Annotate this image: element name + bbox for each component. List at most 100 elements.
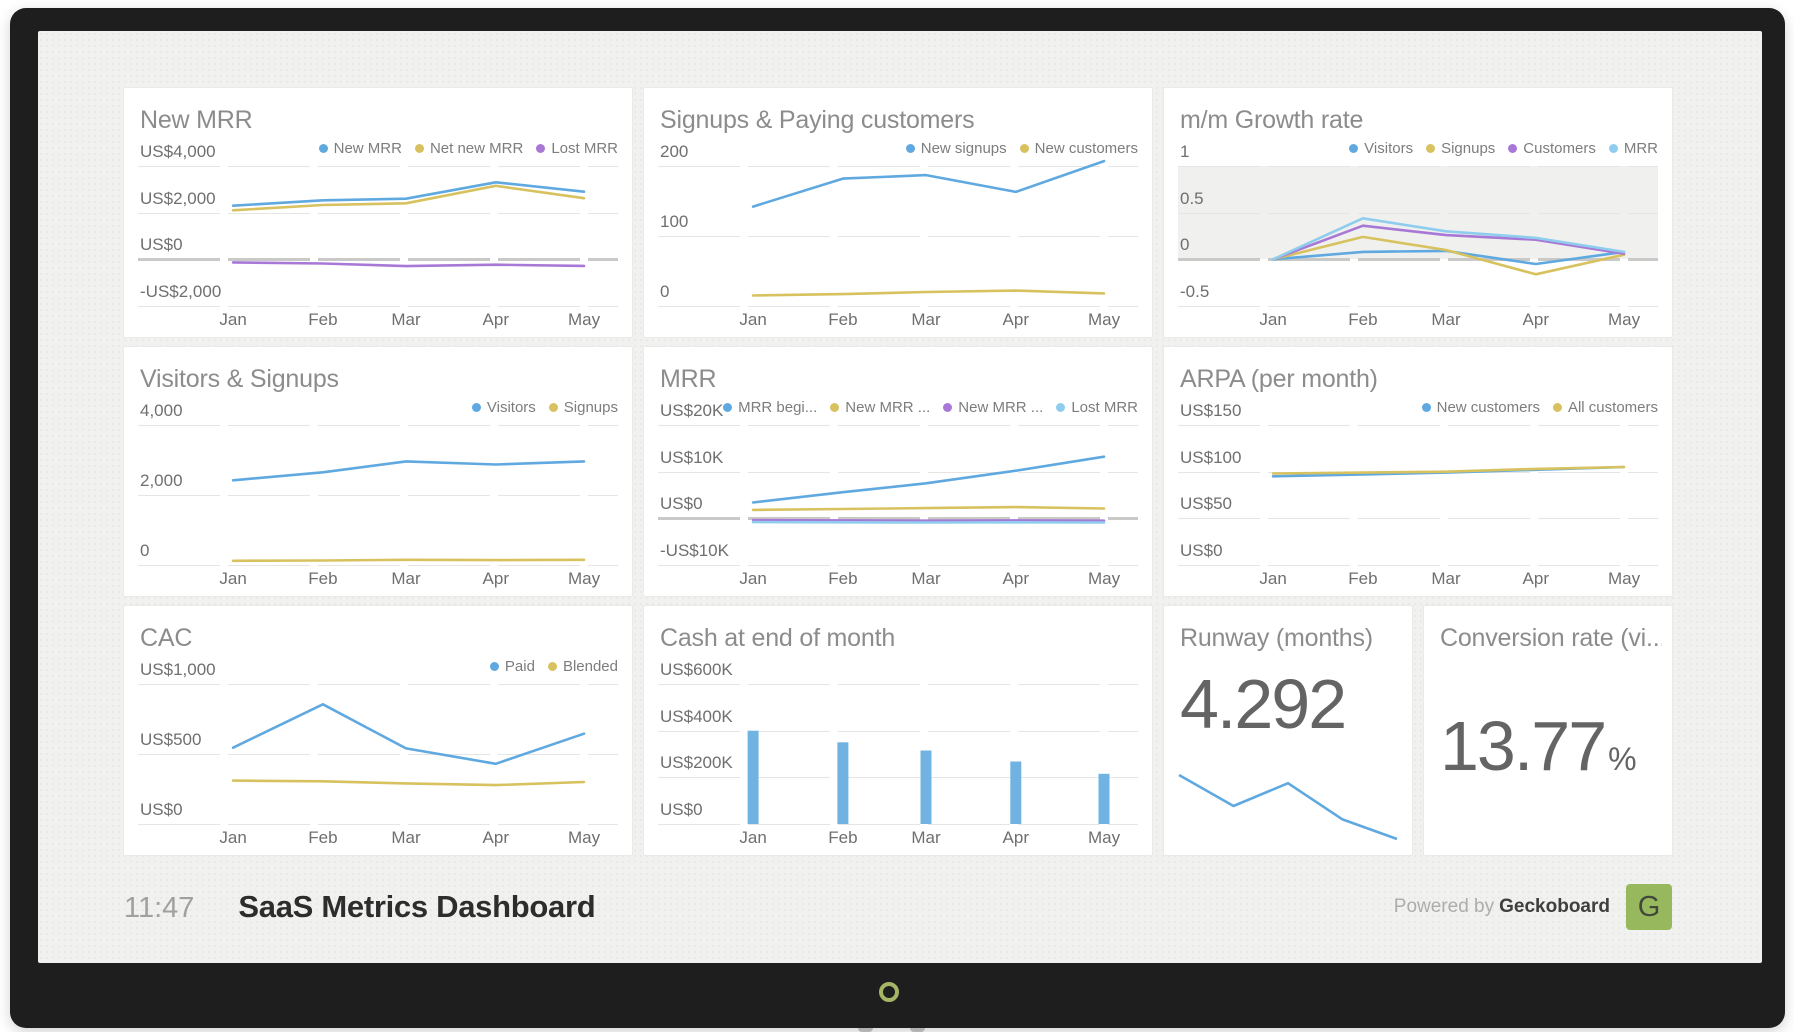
- gridline: [138, 212, 618, 214]
- line-plot: [751, 159, 1106, 297]
- tile-cac: CAC US$1,000 US$500 US$0 Jan Feb Mar Apr May Paid…: [123, 605, 633, 856]
- legend-item: Customers: [1508, 140, 1596, 157]
- legend-label: New signups: [920, 140, 1007, 157]
- series-line: [231, 558, 586, 563]
- series-line: [1271, 249, 1626, 266]
- x-axis-label: Apr: [1002, 310, 1030, 329]
- legend-item: New signups: [905, 140, 1007, 157]
- x-axis-label: Feb: [1348, 569, 1378, 588]
- legend-item: Signups: [548, 399, 618, 416]
- x-axis-label: Apr: [1002, 569, 1030, 588]
- legend-dot-icon: [1508, 144, 1518, 153]
- gridline: [1178, 166, 1658, 167]
- tile-signups-paying-customers: Signups & Paying customers 200 100 0 Jan Feb M…: [643, 87, 1153, 338]
- y-axis-label: 100: [660, 212, 689, 231]
- geckoboard-logo-icon: G: [1626, 884, 1672, 930]
- brand-name: Geckoboard: [1499, 896, 1610, 917]
- y-axis-label: 0: [1180, 235, 1190, 255]
- series-line: [231, 779, 586, 787]
- series-line: [231, 460, 586, 482]
- series-line: [1271, 235, 1626, 276]
- gridline: [1178, 565, 1658, 566]
- y-axis-label: US$400K: [660, 706, 733, 726]
- tile-new-mrr: New MRR US$4,000 US$2,000 US$0 -US$2,000 Jan F…: [123, 87, 633, 338]
- x-axis-label: Feb: [828, 828, 858, 847]
- legend: New customers All customers: [1421, 399, 1658, 416]
- line-plot: [231, 460, 586, 563]
- line-plot: [751, 455, 1106, 524]
- y-axis-label: -US$10K: [660, 541, 729, 560]
- legend-item: New MRR ...: [943, 399, 1043, 416]
- x-axis-label: Feb: [828, 569, 858, 588]
- x-axis-label: Apr: [1002, 828, 1030, 847]
- legend-label: MRR begi...: [738, 399, 818, 416]
- legend-label: New customers: [1436, 399, 1540, 416]
- series-line: [231, 184, 586, 212]
- tile-cash-at-end-of-month: Cash at end of month US$600K US$400K US$200…: [643, 605, 1153, 856]
- legend-dot-icon: [548, 403, 558, 412]
- series-line: [751, 455, 1106, 504]
- tile-title: ARPA (per month): [1180, 365, 1378, 393]
- y-axis-label: US$0: [140, 235, 183, 255]
- footer-right: Powered by Geckoboard G: [1394, 884, 1672, 930]
- legend-item: Net new MRR: [414, 140, 523, 157]
- half-tile-pair: Runway (months) 4.292 Conversion rate (vi…: [1163, 605, 1673, 856]
- gridline: [658, 471, 1138, 473]
- gridline: [658, 425, 1138, 426]
- x-axis-label: Feb: [308, 310, 338, 329]
- metric-number: 4.292: [1180, 665, 1347, 743]
- gridline: [658, 777, 1138, 779]
- x-axis-label: Mar: [911, 310, 941, 329]
- y-axis-label: -US$2,000: [140, 282, 222, 301]
- legend-dot-icon: [723, 403, 733, 412]
- legend-dot-icon: [1426, 144, 1436, 153]
- legend-item: Paid: [489, 658, 535, 675]
- tile-title: Visitors & Signups: [140, 365, 339, 393]
- gridline: [138, 754, 618, 755]
- x-axis-label: May: [1087, 569, 1121, 588]
- tv-frame: New MRR US$4,000 US$2,000 US$0 -US$2,000 Jan F…: [10, 8, 1785, 1028]
- legend-dot-icon: [489, 662, 499, 671]
- y-axis-label: US$0: [660, 494, 703, 514]
- tile-title: New MRR: [140, 106, 253, 134]
- gridline: [658, 684, 1138, 685]
- powered-by-label: Powered by Geckoboard: [1394, 896, 1610, 918]
- legend-dot-icon: [1056, 403, 1066, 412]
- zero-gridline: [658, 517, 1138, 521]
- tile-arpa: ARPA (per month) US$150 US$100 US$50 US$0 Jan…: [1163, 346, 1673, 597]
- line-plot: [1271, 217, 1626, 276]
- series-line: [751, 505, 1106, 512]
- legend: New MRR Net new MRR Lost MRR: [318, 140, 618, 157]
- legend-item: Blended: [547, 658, 618, 675]
- legend-dot-icon: [1349, 144, 1359, 153]
- legend-label: Paid: [504, 658, 535, 675]
- y-axis-label: US$150: [1180, 401, 1242, 420]
- series-line: [231, 261, 586, 268]
- clock: 11:47: [124, 892, 195, 924]
- y-axis-label: US$50: [1180, 494, 1232, 514]
- gridline: [138, 425, 618, 426]
- x-axis-label: Jan: [219, 569, 247, 588]
- spark-line: [1178, 773, 1398, 841]
- y-axis-label: US$0: [140, 800, 183, 819]
- x-axis-label: May: [567, 828, 601, 847]
- series-line: [231, 703, 586, 766]
- line-plot: [231, 703, 586, 787]
- gridline: [658, 824, 1138, 825]
- gridline: [658, 166, 1138, 167]
- y-axis-label: US$500: [140, 730, 202, 749]
- legend-label: New MRR ...: [958, 399, 1044, 416]
- legend-item: All customers: [1552, 399, 1658, 416]
- x-axis-label: Apr: [1522, 310, 1550, 329]
- x-axis-label: Mar: [911, 828, 941, 847]
- legend-item: Lost MRR: [1056, 399, 1138, 416]
- dashboard-screen: New MRR US$4,000 US$2,000 US$0 -US$2,000 Jan F…: [38, 31, 1762, 963]
- y-axis-label: US$10K: [660, 447, 724, 467]
- gridline: [138, 565, 618, 566]
- metric-unit: %: [1608, 741, 1637, 777]
- legend-item: Visitors: [1349, 140, 1413, 157]
- legend-label: New customers: [1034, 140, 1138, 157]
- legend-dot-icon: [830, 403, 840, 412]
- legend-label: Visitors: [1364, 140, 1414, 157]
- x-axis-label: Jan: [219, 828, 247, 847]
